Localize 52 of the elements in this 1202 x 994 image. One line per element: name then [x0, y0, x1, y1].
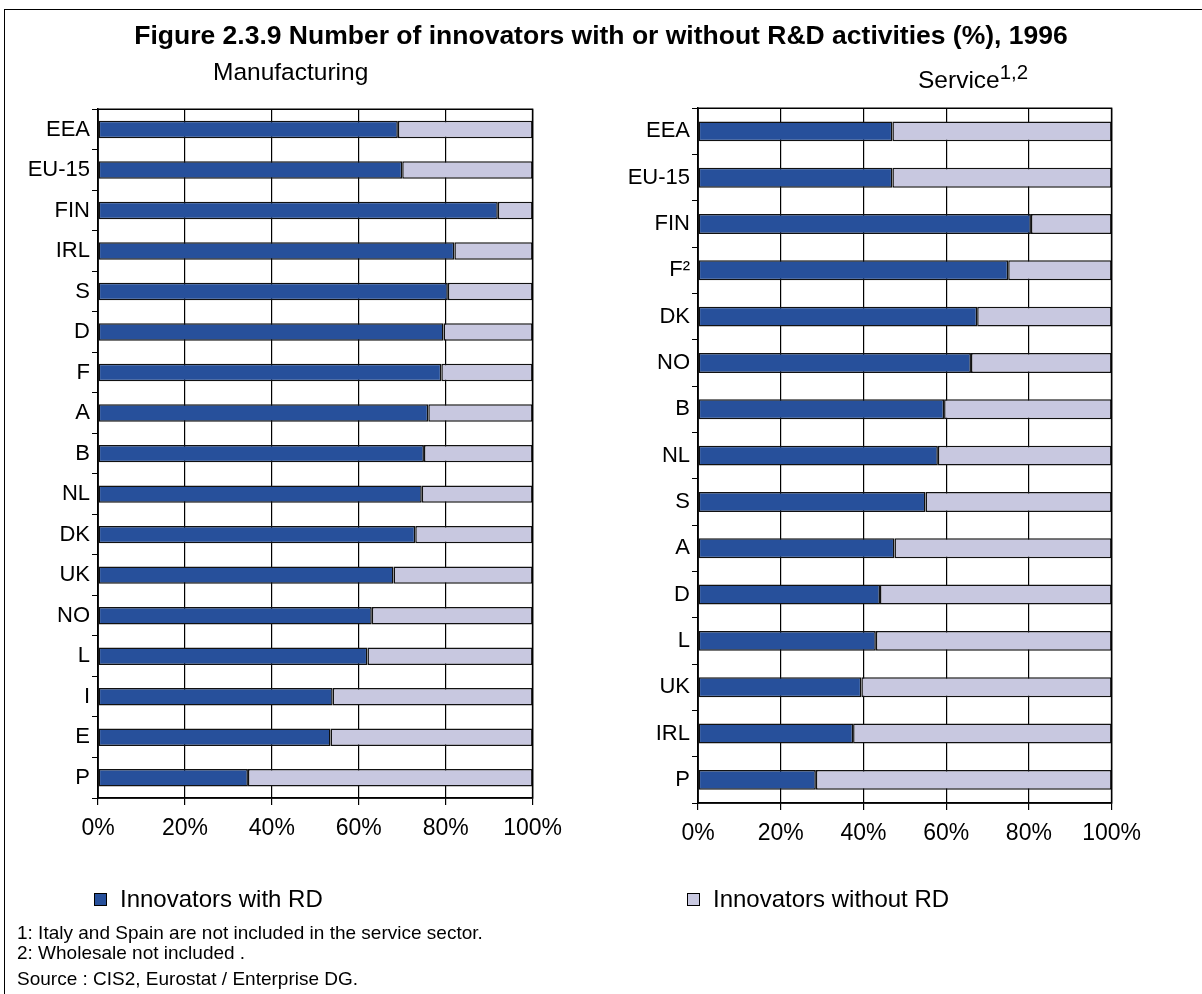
x-tick-label: 60%	[335, 814, 382, 841]
y-tick-label: UK	[59, 561, 91, 587]
x-tick-label: 0%	[81, 814, 115, 841]
y-tick-label: A	[75, 399, 91, 425]
y-tick-label: EU-15	[27, 156, 90, 182]
y-tick-label: NO	[57, 601, 90, 627]
y-tick-label: EEA	[645, 117, 691, 143]
y-tick-label: NL	[661, 441, 690, 467]
x-tick-label: 40%	[248, 814, 295, 841]
chart-subtitle: Manufacturing	[213, 58, 369, 86]
y-tick-label: L	[77, 642, 90, 668]
y-tick-label: FIN	[654, 210, 690, 236]
x-tick-label: 100%	[1082, 819, 1141, 846]
y-tick-label: IRL	[55, 237, 90, 263]
y-tick-label: FIN	[54, 196, 90, 222]
x-tick-label: 100%	[503, 814, 562, 841]
y-tick-label: DK	[659, 302, 691, 328]
legend-label: Innovators without RD	[713, 885, 950, 913]
text: 1: Italy and Spain are not included in the service sector.	[17, 922, 483, 943]
y-tick-label: S	[675, 487, 690, 513]
y-tick-label: UK	[659, 673, 691, 699]
x-tick-label: 80%	[422, 814, 469, 841]
y-tick-label: EU-15	[627, 163, 690, 189]
y-tick-label: A	[675, 534, 691, 560]
y-tick-label: L	[677, 626, 690, 652]
y-tick-label: NL	[61, 480, 90, 506]
y-tick-label: S	[75, 277, 90, 303]
y-tick-label: E	[75, 723, 90, 749]
x-tick-label: 20%	[757, 819, 804, 846]
source-note: Source : CIS2, Eurostat / Enterprise DG.	[17, 968, 360, 989]
y-tick-label: P	[675, 765, 690, 791]
y-tick-label: P	[75, 763, 90, 789]
y-tick-label: F²	[669, 256, 690, 282]
y-tick-label: I	[83, 682, 90, 708]
x-tick-label: 40%	[840, 819, 887, 846]
y-tick-label: D	[674, 580, 690, 606]
y-tick-label: IRL	[655, 719, 690, 745]
x-tick-label: 0%	[681, 819, 715, 846]
x-tick-label: 80%	[1005, 819, 1052, 846]
chart-subtitle: Service$^{1,2}$	[918, 60, 1029, 95]
y-tick-label: B	[675, 395, 690, 421]
x-tick-label: 20%	[161, 814, 208, 841]
legend-label: Innovators with RD	[120, 885, 323, 913]
y-tick-label: B	[75, 439, 90, 465]
text: Figure 2.3.9 Number of innovators with or without R&D activities (%), 1996	[133, 19, 1069, 51]
y-tick-label: NO	[657, 349, 690, 375]
text: 2: Wholesale not included .	[17, 942, 247, 963]
y-tick-label: F	[76, 358, 90, 384]
y-tick-label: EEA	[45, 115, 91, 141]
y-tick-label: D	[74, 318, 90, 344]
y-tick-label: DK	[59, 520, 91, 546]
x-tick-label: 60%	[923, 819, 970, 846]
